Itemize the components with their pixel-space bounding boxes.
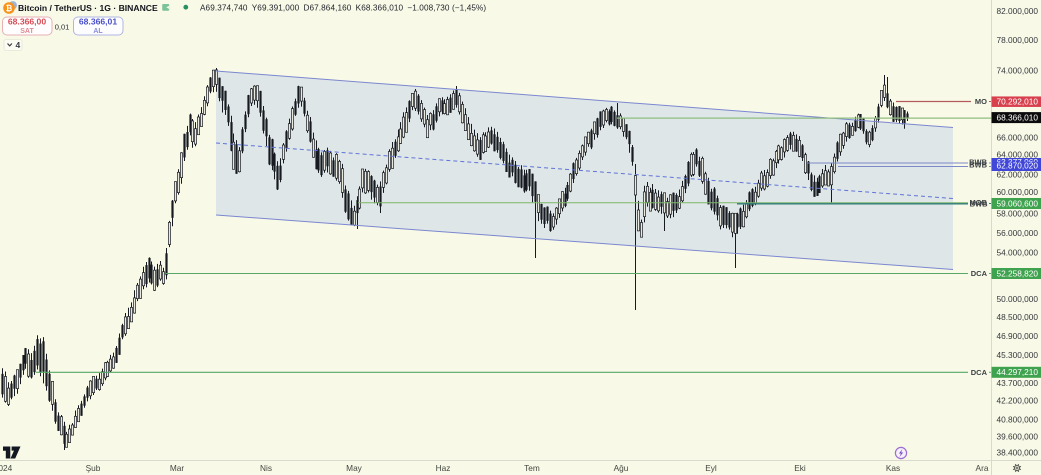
svg-text:70.292,010: 70.292,010 — [997, 97, 1039, 107]
svg-text:Bitcoin / TetherUS · 1G · BINA: Bitcoin / TetherUS · 1G · BINANCE — [18, 3, 158, 13]
svg-text:4: 4 — [16, 40, 21, 50]
svg-text:BWB: BWB — [969, 161, 987, 170]
svg-text:May: May — [346, 463, 363, 473]
svg-text:58.000,000: 58.000,000 — [997, 209, 1039, 219]
svg-text:43.700,000: 43.700,000 — [997, 378, 1039, 388]
svg-text:BWB: BWB — [970, 200, 988, 209]
svg-text:0,01: 0,01 — [55, 23, 70, 32]
svg-text:AL: AL — [93, 28, 103, 35]
svg-text:40.800,000: 40.800,000 — [997, 414, 1039, 424]
svg-text:52.258,820: 52.258,820 — [997, 268, 1039, 278]
svg-text:46.900,000: 46.900,000 — [997, 331, 1039, 341]
svg-text:44.297,210: 44.297,210 — [997, 367, 1039, 377]
svg-text:74.000,000: 74.000,000 — [997, 65, 1039, 75]
svg-text:45.300,000: 45.300,000 — [997, 350, 1039, 360]
svg-text:48.500,000: 48.500,000 — [997, 312, 1039, 322]
svg-text:DCA: DCA — [971, 269, 988, 278]
svg-text:Nis: Nis — [260, 463, 272, 473]
svg-text:Eyl: Eyl — [705, 463, 717, 473]
svg-text:Kas: Kas — [886, 463, 900, 473]
svg-text:BWB: BWB — [969, 158, 987, 167]
svg-text:68.366,01: 68.366,01 — [79, 16, 117, 26]
svg-text:Haz: Haz — [436, 463, 451, 473]
svg-text:62.000,000: 62.000,000 — [997, 170, 1039, 180]
svg-text:56.000,000: 56.000,000 — [997, 228, 1039, 238]
svg-text:63.377,060: 63.377,060 — [997, 157, 1039, 167]
svg-text:68.366,00: 68.366,00 — [8, 16, 46, 26]
svg-text:42.200,000: 42.200,000 — [997, 395, 1039, 405]
svg-text:Eki: Eki — [794, 463, 806, 473]
svg-text:Ara: Ara — [976, 463, 989, 473]
svg-text:59.060,600: 59.060,600 — [997, 198, 1039, 208]
svg-text:Mar: Mar — [170, 463, 185, 473]
svg-text:MO: MO — [975, 97, 987, 106]
svg-text:66.000,000: 66.000,000 — [997, 132, 1039, 142]
svg-text:38.400,000: 38.400,000 — [997, 448, 1039, 458]
svg-text:64.000,000: 64.000,000 — [997, 150, 1039, 160]
svg-text:54.000,000: 54.000,000 — [997, 247, 1039, 257]
svg-text:68.366,010: 68.366,010 — [997, 113, 1039, 123]
svg-text:SAT: SAT — [20, 28, 34, 35]
svg-text:₿: ₿ — [6, 4, 13, 13]
svg-text:60.000,000: 60.000,000 — [997, 187, 1039, 197]
svg-text:A69.374,740 Y69.391,000 D67.86: A69.374,740 Y69.391,000 D67.864,160 K68.… — [200, 4, 486, 13]
svg-text:Ağu: Ağu — [614, 463, 629, 473]
svg-text:DCA: DCA — [971, 368, 988, 377]
svg-text:Şub: Şub — [86, 463, 101, 473]
svg-text:39.600,000: 39.600,000 — [997, 431, 1039, 441]
svg-text:2024: 2024 — [0, 463, 13, 473]
svg-text:82.000,000: 82.000,000 — [997, 6, 1039, 16]
svg-text:62.870,020: 62.870,020 — [997, 161, 1039, 171]
svg-text:Tem: Tem — [524, 463, 540, 473]
svg-text:50.000,000: 50.000,000 — [997, 294, 1039, 304]
svg-text:78.000,000: 78.000,000 — [997, 35, 1039, 45]
svg-text:MOB: MOB — [970, 198, 988, 207]
